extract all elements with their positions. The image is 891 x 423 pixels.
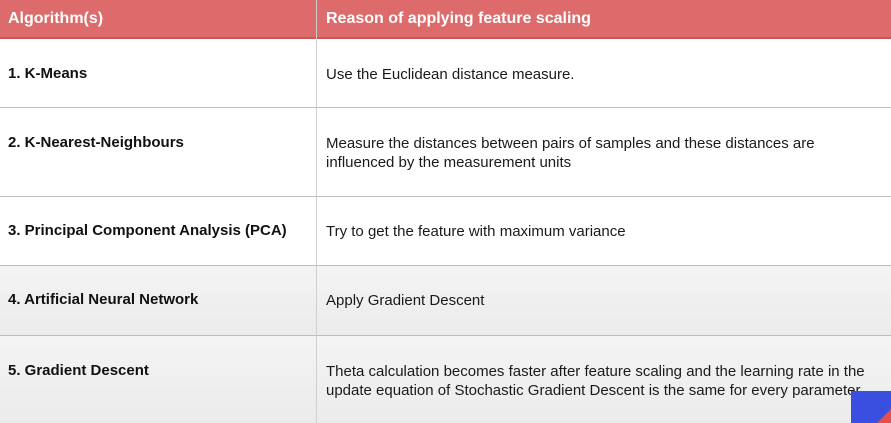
column-divider bbox=[316, 0, 317, 423]
table-row: 3. Principal Component Analysis (PCA) Tr… bbox=[0, 197, 891, 266]
overlay-logo-icon[interactable] bbox=[851, 391, 891, 423]
table-header: Algorithm(s) Reason of applying feature … bbox=[0, 0, 891, 39]
table-row: 1. K-Means Use the Euclidean distance me… bbox=[0, 39, 891, 108]
row-algorithm: 3. Principal Component Analysis (PCA) bbox=[8, 222, 287, 239]
row-reason: Theta calculation becomes faster after f… bbox=[326, 363, 865, 399]
row-algorithm: 2. K-Nearest-Neighbours bbox=[8, 134, 184, 151]
header-reason: Reason of applying feature scaling bbox=[326, 10, 591, 27]
logo-accent-shape bbox=[877, 409, 891, 423]
row-reason: Measure the distances between pairs of s… bbox=[326, 135, 815, 171]
row-algorithm: 1. K-Means bbox=[8, 65, 88, 82]
header-algorithms: Algorithm(s) bbox=[8, 10, 104, 27]
row-algorithm: 5. Gradient Descent bbox=[8, 362, 149, 379]
table-row: 2. K-Nearest-Neighbours Measure the dist… bbox=[0, 108, 891, 197]
row-reason: Apply Gradient Descent bbox=[326, 292, 485, 309]
row-reason: Try to get the feature with maximum vari… bbox=[326, 223, 626, 240]
row-reason: Use the Euclidean distance measure. bbox=[326, 66, 575, 83]
table-row: 4. Artificial Neural Network Apply Gradi… bbox=[0, 266, 891, 336]
table-row: 5. Gradient Descent Theta calculation be… bbox=[0, 336, 891, 423]
row-algorithm: 4. Artificial Neural Network bbox=[8, 291, 199, 308]
